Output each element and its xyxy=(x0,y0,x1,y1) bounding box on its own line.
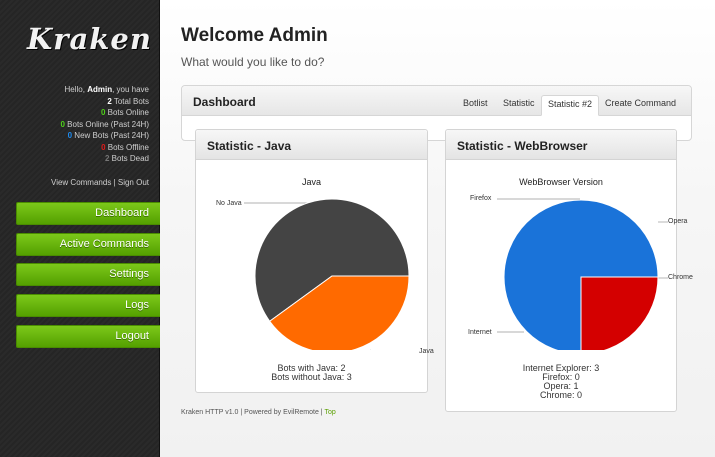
browser-label-opera: Opera xyxy=(668,218,688,225)
app-logo: Kraken xyxy=(27,22,152,56)
browser-label-internet: Internet xyxy=(468,329,492,336)
java-statistic-panel: Statistic - Java Java No Java Java Bots … xyxy=(195,129,434,393)
java-label-java: Java xyxy=(419,348,434,355)
stat-total-bots: 2 Total Bots xyxy=(107,96,149,106)
browser-summary-opera: Opera: 1 xyxy=(543,381,579,391)
nav-logout-button[interactable]: Logout xyxy=(16,325,160,348)
java-pie-chart xyxy=(244,198,410,350)
stat-new-bots-24h: 0 New Bots (Past 24H) xyxy=(67,131,149,140)
username: Admin xyxy=(87,85,113,94)
browser-summary-chrome: Chrome: 0 xyxy=(539,390,583,400)
browser-label-firefox: Firefox xyxy=(470,195,492,202)
view-commands-link[interactable]: View Commands xyxy=(51,178,112,187)
tab-create-command[interactable]: Create Command xyxy=(605,98,677,108)
tab-statistic[interactable]: Statistic xyxy=(503,98,535,108)
greeting: Hello, Admin, you have xyxy=(64,85,150,94)
footer: Kraken HTTP v1.0 | Powered by EvilRemote… xyxy=(181,409,336,416)
user-summary: Hello, Admin, you have 2 Total Bots 0 Bo… xyxy=(0,84,150,165)
java-panel-header: Statistic - Java xyxy=(196,130,427,160)
page-subtitle: What would you like to do? xyxy=(181,55,325,69)
browser-summary-firefox: Firefox: 0 xyxy=(542,372,580,382)
stat-bots-online: 0 Bots Online xyxy=(100,108,149,117)
nav-logs-button[interactable]: Logs xyxy=(16,294,160,317)
java-summary-with: Bots with Java: 2 xyxy=(277,363,346,373)
java-chart-title: Java xyxy=(301,177,321,187)
java-summary-without: Bots without Java: 3 xyxy=(271,372,352,382)
tab-botlist[interactable]: Botlist xyxy=(463,98,488,108)
stat-bots-online-24h: 0 Bots Online (Past 24H) xyxy=(60,119,150,129)
browser-pie-chart xyxy=(497,198,668,350)
pie-slice-opera xyxy=(580,276,659,350)
browser-panel-title: Statistic - WebBrowser xyxy=(457,139,588,153)
nav-settings-button[interactable]: Settings xyxy=(16,263,160,286)
account-links: View Commands | Sign Out xyxy=(51,178,149,187)
page-title: Welcome Admin xyxy=(181,25,328,46)
dashboard-header: Dashboard Botlist Statistic Statistic #2… xyxy=(182,86,691,116)
tab-statistic-2[interactable]: Statistic #2 xyxy=(541,95,600,116)
pie-slice-no-java xyxy=(254,198,410,322)
sidebar: Kraken Hello, Admin, you have 2 Total Bo… xyxy=(0,0,160,457)
browser-chart-title: WebBrowser Version xyxy=(519,177,603,187)
pie-slice-java xyxy=(269,275,410,350)
pie-slice-internet xyxy=(503,199,659,350)
java-panel-title: Statistic - Java xyxy=(207,139,292,153)
nav-dashboard-button[interactable]: Dashboard xyxy=(16,202,160,225)
browser-label-chrome: Chrome xyxy=(668,274,693,281)
nav-active-commands-button[interactable]: Active Commands xyxy=(16,233,160,256)
browser-panel-header: Statistic - WebBrowser xyxy=(446,130,676,160)
browser-statistic-panel: Statistic - WebBrowser WebBrowser Versio… xyxy=(445,129,693,412)
dashboard-panel: Dashboard Botlist Statistic Statistic #2… xyxy=(181,85,692,141)
java-label-no-java: No Java xyxy=(216,200,242,207)
browser-summary: Internet Explorer: 3 Firefox: 0 Opera: 1… xyxy=(446,364,676,400)
dashboard-title: Dashboard xyxy=(193,95,256,109)
browser-summary-ie: Internet Explorer: 3 xyxy=(522,363,600,373)
java-summary: Bots with Java: 2 Bots without Java: 3 xyxy=(196,364,427,382)
main-content: Welcome Admin What would you like to do?… xyxy=(160,0,715,457)
stat-bots-offline: 0 Bots Offline xyxy=(101,142,149,152)
stat-bots-dead: 2 Bots Dead xyxy=(104,154,149,163)
footer-top-link[interactable]: Top xyxy=(324,409,336,416)
sign-out-link[interactable]: Sign Out xyxy=(117,178,149,187)
